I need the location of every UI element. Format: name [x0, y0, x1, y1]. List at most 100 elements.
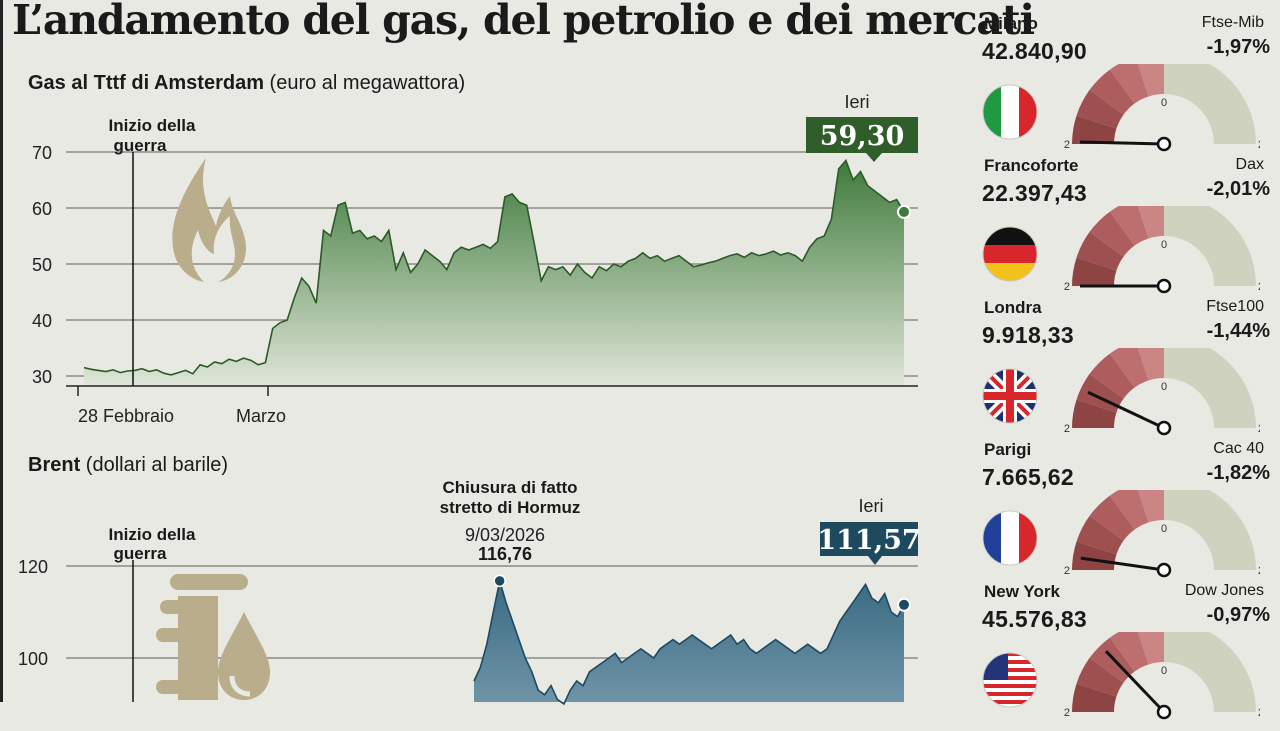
gauge-negative-segment — [1109, 340, 1149, 388]
market-card: Londra 9.918,33 Ftse100 -1,44% -2 0 2 — [978, 298, 1278, 438]
gauge-positive-segment — [1164, 52, 1256, 144]
gas-chart-title: Gas al Tttf di Amsterdam (euro al megawa… — [28, 72, 465, 95]
brent-area-series — [473, 580, 905, 706]
hormuz-annotation-line2: stretto di Hormuz — [440, 498, 581, 517]
gauge-hub — [1156, 562, 1172, 578]
gauge-negative-segment — [1135, 336, 1164, 381]
gauge-tick-min: -2 — [1064, 423, 1070, 435]
gauge-negative-segment — [1072, 257, 1117, 286]
brent-chart-title: Brent (dollari al barile) — [28, 454, 228, 477]
gas-last-point — [897, 204, 911, 219]
gauge-positive-segment — [1164, 620, 1256, 712]
market-index-name: Cac 40 — [1213, 440, 1264, 457]
brent-last-point — [897, 597, 911, 612]
gas-war-annotation-line1: Inizio della — [109, 116, 196, 135]
gauge-tick-min: -2 — [1064, 281, 1070, 293]
gas-y-axis: 30 40 50 60 70 — [32, 143, 52, 387]
market-gauge: -2 0 2 — [1060, 336, 1264, 442]
italy-flag-icon — [982, 84, 1038, 140]
market-value: 7.665,62 — [982, 464, 1074, 490]
flame-icon — [172, 158, 246, 282]
gauge-positive-segment — [1164, 478, 1256, 570]
gas-war-annotation-line2: guerra — [114, 136, 167, 155]
brent-title-unit: (dollari al barile) — [85, 454, 229, 476]
gauge-negative-segment — [1135, 194, 1164, 239]
gauge-negative-segment — [1072, 399, 1117, 428]
market-gauge: -2 0 2 — [1060, 478, 1264, 584]
gauge-hub — [1156, 420, 1172, 436]
market-card: Milano 42.840,90 Ftse-Mib -1,97% -2 0 2 — [978, 14, 1278, 154]
gas-area-series — [83, 158, 905, 386]
market-value: 22.397,43 — [982, 180, 1088, 206]
brent-war-annotation-line1: Inizio della — [109, 525, 196, 544]
gauge-negative-segment — [1076, 515, 1124, 555]
gauge-negative-segment — [1135, 478, 1164, 523]
brent-last-label: Ieri — [858, 496, 883, 516]
market-value: 42.840,90 — [982, 38, 1088, 64]
gas-ytick-label: 50 — [32, 255, 52, 275]
france-flag-icon — [982, 510, 1038, 566]
gauge-tick-zero: 0 — [1161, 523, 1167, 535]
brent-ytick-label: 100 — [18, 649, 48, 669]
oil-barrel-icon — [156, 574, 270, 700]
brent-ytick-label: 120 — [18, 557, 48, 577]
gauge-negative-segment — [1076, 89, 1124, 129]
gas-chart: 30 40 50 60 70 Inizio della guerra 28 Febbra… — [32, 92, 918, 426]
gauge-negative-segment — [1135, 620, 1164, 665]
market-card: Parigi 7.665,62 Cac 40 -1,82% -2 0 2 — [978, 440, 1278, 580]
gas-xtick-label-feb: 28 Febbraio — [78, 406, 174, 426]
market-change: -0,97% — [1206, 604, 1270, 626]
hormuz-annotation-line1: Chiusura di fatto — [442, 478, 577, 497]
gas-ytick-label: 60 — [32, 199, 52, 219]
brent-war-annotation-line2: guerra — [114, 544, 167, 563]
brent-y-axis: 100 120 — [18, 557, 48, 669]
brent-last-value: 111,57 — [817, 525, 920, 556]
gauge-tick-max: 2 — [1258, 423, 1260, 435]
market-change: -1,44% — [1206, 320, 1270, 342]
gas-title-unit: (euro al megawattora) — [269, 72, 466, 94]
gauge-negative-segment — [1076, 657, 1124, 697]
gauge-tick-max: 2 — [1258, 139, 1260, 151]
gauge-tick-min: -2 — [1064, 707, 1070, 719]
market-gauge: -2 0 2 — [1060, 620, 1264, 726]
market-index-name: Ftse100 — [1206, 298, 1264, 315]
brent-title-bold: Brent — [28, 454, 81, 476]
usa-flag-icon — [982, 652, 1038, 708]
market-gauge: -2 0 2 — [1060, 194, 1264, 300]
gauge-negative-segment — [1109, 624, 1149, 672]
gauge-tick-max: 2 — [1258, 281, 1260, 293]
brent-last-pointer — [868, 556, 882, 565]
brent-chart: 100 120 Inizio della guerra Chiusura di f… — [18, 478, 921, 706]
market-index-name: Dow Jones — [1184, 582, 1264, 599]
gauge-tick-zero: 0 — [1161, 97, 1167, 109]
market-value: 45.576,83 — [982, 606, 1088, 632]
gauge-needle — [1080, 556, 1165, 572]
market-card: New York 45.576,83 Dow Jones -0,97% -2 0 2 — [978, 582, 1278, 722]
market-index-name: Ftse-Mib — [1201, 14, 1264, 31]
gas-last-value: 59,30 — [820, 121, 905, 152]
market-city: Milano — [984, 14, 1038, 33]
gas-line — [83, 158, 905, 376]
gauge-positive-segment — [1164, 194, 1256, 286]
market-change: -2,01% — [1206, 178, 1270, 200]
gas-ytick-label: 70 — [32, 143, 52, 163]
gauge-positive-segment — [1164, 336, 1256, 428]
gauge-tick-min: -2 — [1064, 139, 1070, 151]
gauge-tick-max: 2 — [1258, 565, 1260, 577]
hormuz-annotation-date: 9/03/2026 — [465, 525, 545, 545]
gauge-tick-zero: 0 — [1161, 239, 1167, 251]
gas-ytick-label: 40 — [32, 311, 52, 331]
page-title: L’andamento del gas, del petrolio e dei … — [12, 0, 1035, 44]
hormuz-annotation-value: 116,76 — [478, 544, 532, 564]
market-city: Parigi — [984, 440, 1032, 459]
brent-line — [473, 580, 905, 706]
market-change: -1,97% — [1206, 36, 1270, 58]
gauge-tick-max: 2 — [1258, 707, 1260, 719]
gas-title-bold: Gas al Tttf di Amsterdam — [28, 72, 264, 94]
uk-flag-icon — [982, 368, 1038, 424]
gas-last-pointer — [866, 153, 882, 162]
gauge-negative-segment — [1072, 115, 1117, 144]
market-gauge: -2 0 2 — [1060, 52, 1264, 158]
gauge-negative-segment — [1089, 69, 1135, 115]
market-change: -1,82% — [1206, 462, 1270, 484]
